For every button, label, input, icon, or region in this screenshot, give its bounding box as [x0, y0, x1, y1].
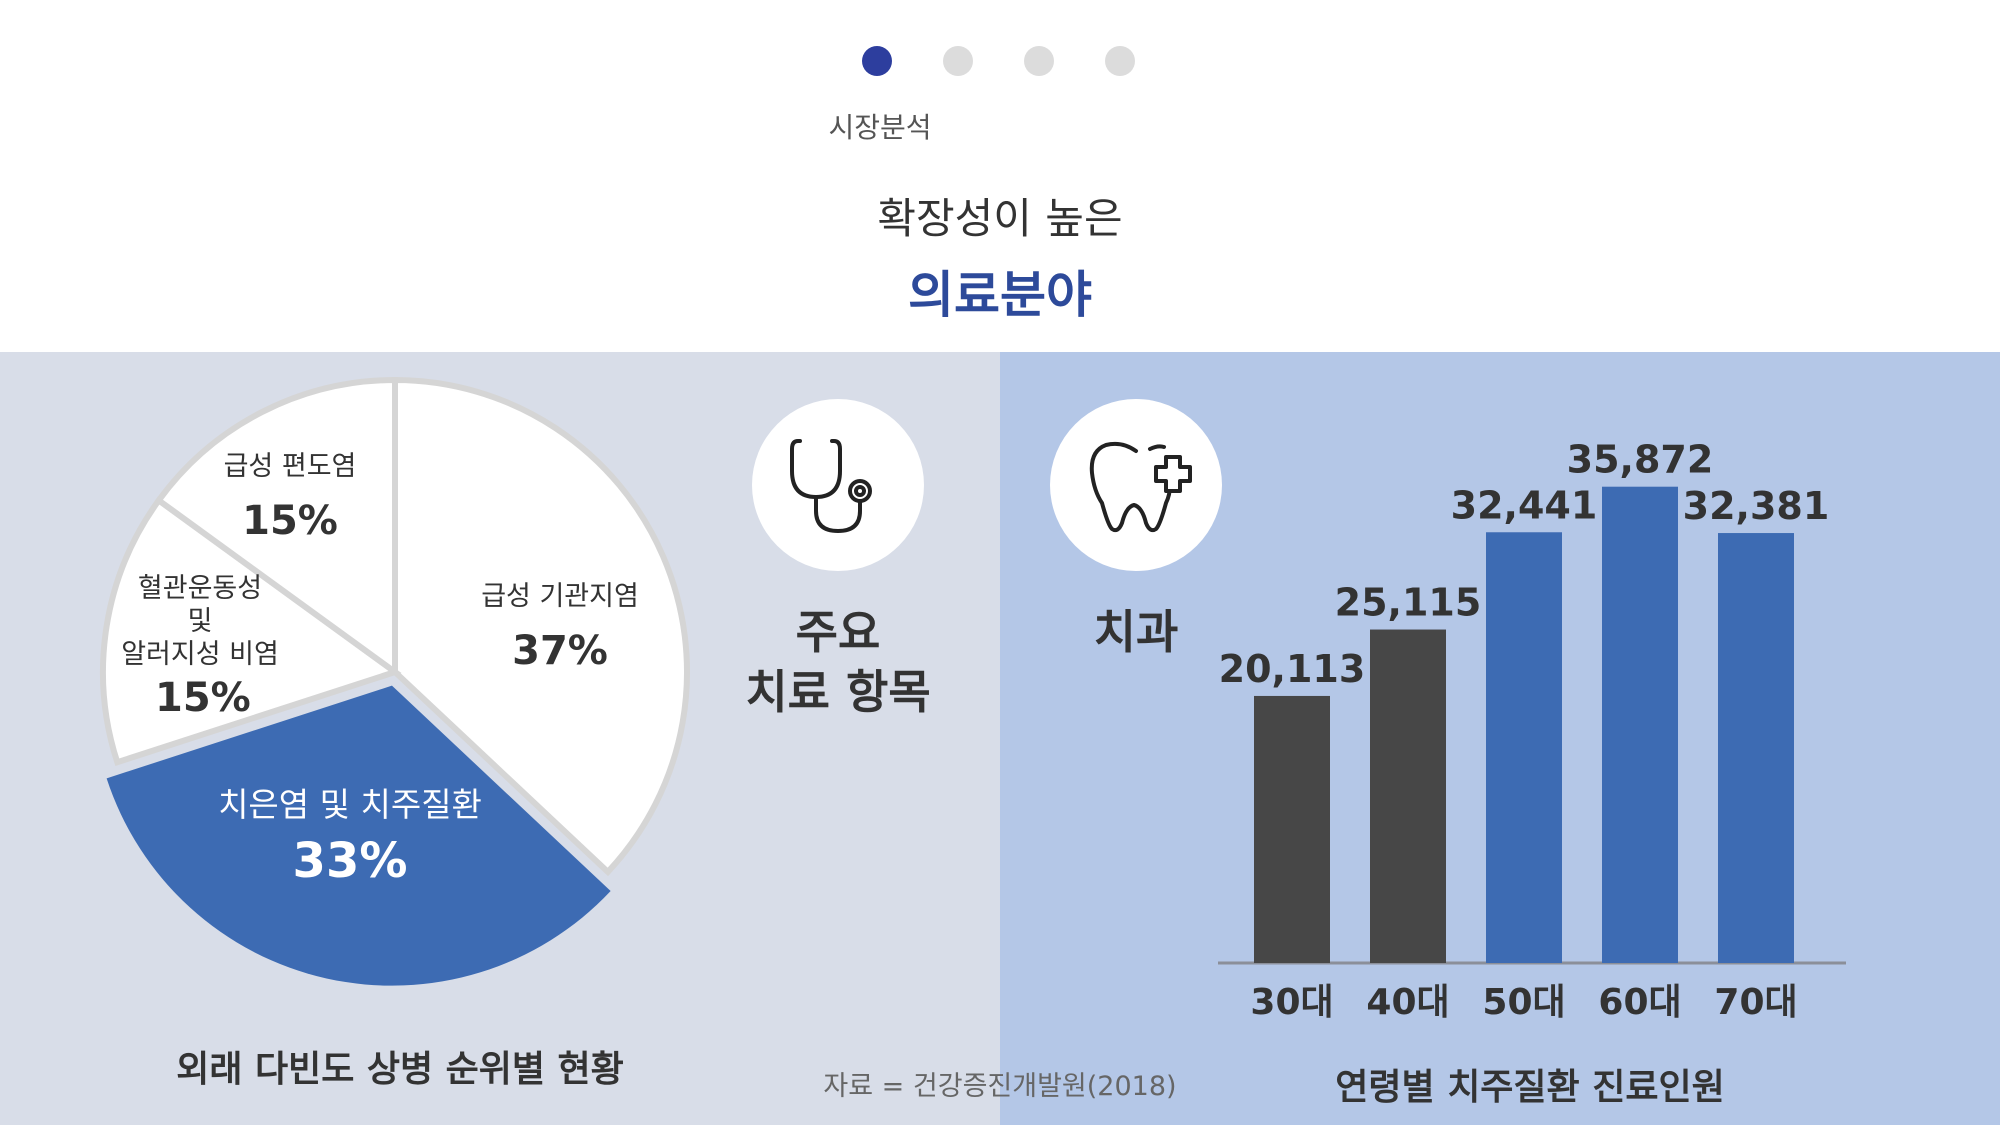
- pie-chart-container: 급성 기관지염 37% 치은염 및 치주질환 33% 혈관운동성 및 알러지성 …: [0, 352, 1000, 1125]
- pie-label-tonsillitis: 급성 편도염 15%: [200, 450, 380, 546]
- step-dot-3[interactable]: [1024, 46, 1054, 76]
- bar-chart-title: 연령별 치주질환 진료인원: [1335, 1067, 1725, 1108]
- pie-slice-label: 혈관운동성 및 알러지성 비염: [121, 573, 279, 670]
- pie-slice-value: 15%: [242, 498, 338, 544]
- pie-slice-label: 치은염 및 치주질환: [218, 785, 482, 824]
- pie-chart-title: 외래 다빈도 상병 순위별 현황: [176, 1049, 624, 1090]
- bar-value-label: 32,381: [1683, 484, 1830, 528]
- source-note: 자료 = 건강증진개발원(2018): [823, 1071, 1177, 1102]
- step-dot-1[interactable]: [862, 46, 892, 76]
- bar-50대: [1486, 532, 1562, 963]
- pie-label-periodontal: 치은염 및 치주질환 33%: [170, 785, 530, 889]
- step-dot-4[interactable]: [1105, 46, 1135, 76]
- bar-category-label: 70대: [1714, 982, 1797, 1023]
- pie-slice-tonsillitis: [154, 376, 398, 678]
- stethoscope-icon: [752, 399, 924, 571]
- bar-category-label: 30대: [1250, 982, 1333, 1023]
- pie-slice-value: 33%: [292, 833, 408, 889]
- bar-value-label: 35,872: [1567, 438, 1714, 482]
- pie-slice-bronchitis: [392, 376, 690, 877]
- bar-60대: [1602, 486, 1678, 963]
- bar-value-label: 20,113: [1219, 647, 1366, 691]
- headline: 확장성이 높은: [877, 194, 1123, 243]
- pie-slice-periodontal: [106, 685, 611, 986]
- dental-label: 치과: [1093, 605, 1179, 659]
- bar-category-label: 50대: [1482, 982, 1565, 1023]
- pie-slice-label: 급성 기관지염: [481, 581, 639, 612]
- bar-category-label: 40대: [1366, 982, 1449, 1023]
- bar-40대: [1370, 629, 1446, 963]
- pie-slice-rhinitis: [100, 496, 402, 767]
- pie-chart: [100, 376, 690, 986]
- treatment-label: 주요 치료 항목: [700, 602, 976, 722]
- pie-label-bronchitis: 급성 기관지염 37%: [440, 580, 680, 676]
- step-dot-2[interactable]: [943, 46, 973, 76]
- bar-category-label: 60대: [1598, 982, 1681, 1023]
- tooth-plus-icon: [1050, 399, 1222, 571]
- headline-accent: 의료분야: [908, 266, 1092, 324]
- bar-value-label: 25,115: [1335, 581, 1482, 625]
- step-indicator: [862, 46, 1142, 80]
- pie-slice-value: 15%: [155, 675, 251, 721]
- pie-label-rhinitis: 혈관운동성 및 알러지성 비염 15%: [100, 572, 300, 723]
- bar-value-label: 32,441: [1451, 483, 1598, 527]
- treatment-label-line2: 치료 항목: [745, 665, 931, 719]
- step-label: 시장분석: [828, 111, 932, 144]
- bar-70대: [1718, 533, 1794, 963]
- pie-slice-value: 37%: [512, 628, 608, 674]
- pie-slice-label: 급성 편도염: [223, 451, 357, 482]
- treatment-label-line1: 주요: [795, 605, 881, 659]
- bar-30대: [1254, 695, 1330, 963]
